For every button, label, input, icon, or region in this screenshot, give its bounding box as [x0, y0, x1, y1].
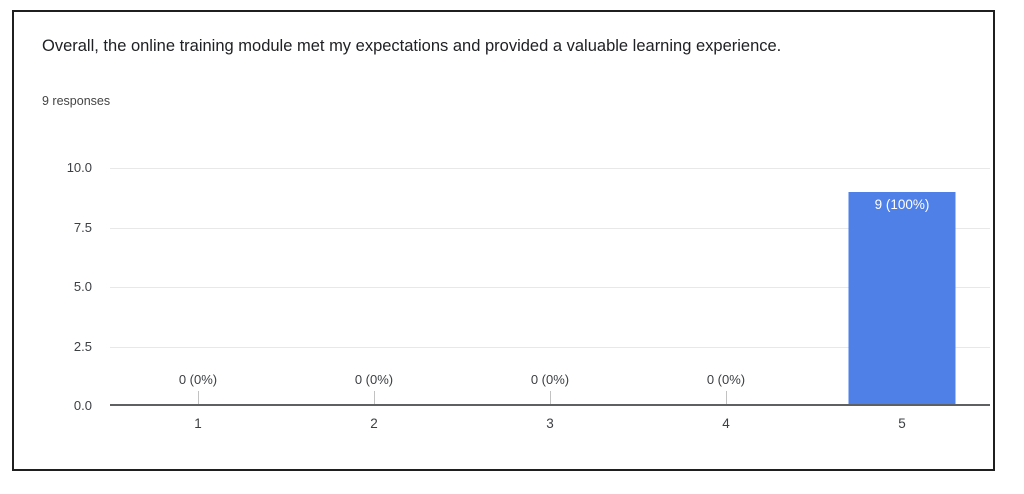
tick-connector: [550, 391, 551, 404]
category-cell: 0 (0%): [110, 168, 286, 406]
responses-count: 9 responses: [42, 94, 111, 108]
zero-value-label: 0 (0%): [530, 372, 570, 387]
question-title: Overall, the online training module met …: [42, 37, 782, 55]
bar-value-label: 9 (100%): [874, 196, 930, 212]
zero-value-label: 0 (0%): [354, 372, 394, 387]
gridline: [110, 346, 990, 348]
category-cell: 0 (0%): [638, 168, 814, 406]
y-tick-label: 0.0: [73, 398, 92, 413]
zero-value-label: 0 (0%): [178, 372, 218, 387]
tick-connector: [198, 391, 199, 404]
x-tick-label: 4: [722, 416, 730, 431]
y-axis-labels: 0.0 2.5 5.0 7.5 10.0: [14, 160, 102, 413]
gridline: [110, 287, 990, 288]
y-tick-label: 5.0: [73, 279, 92, 294]
x-axis-baseline: [110, 404, 990, 406]
bar: 9 (100%): [848, 191, 956, 406]
question-summary-card: Overall, the online training module met …: [12, 10, 995, 471]
y-tick-label: 7.5: [73, 219, 92, 235]
category-cell: 9 (100%): [814, 168, 990, 406]
y-tick-label: 10.0: [66, 160, 92, 175]
x-tick-label: 3: [546, 416, 554, 431]
plot-area: 0 (0%) 0 (0%) 0 (0%) 0 (0%) 9 (100%): [110, 168, 990, 406]
x-tick-label: 2: [370, 416, 378, 431]
x-axis-labels: 1 2 3 4 5: [110, 416, 990, 436]
x-tick-label: 1: [194, 416, 202, 431]
category-cell: 0 (0%): [286, 168, 462, 406]
category-cell: 0 (0%): [462, 168, 638, 406]
y-tick-label: 2.5: [73, 338, 92, 354]
x-tick-label: 5: [898, 416, 906, 431]
zero-value-label: 0 (0%): [706, 372, 746, 387]
gridline: [110, 168, 990, 169]
tick-connector: [726, 391, 727, 404]
tick-connector: [374, 391, 375, 404]
gridline: [110, 227, 990, 229]
